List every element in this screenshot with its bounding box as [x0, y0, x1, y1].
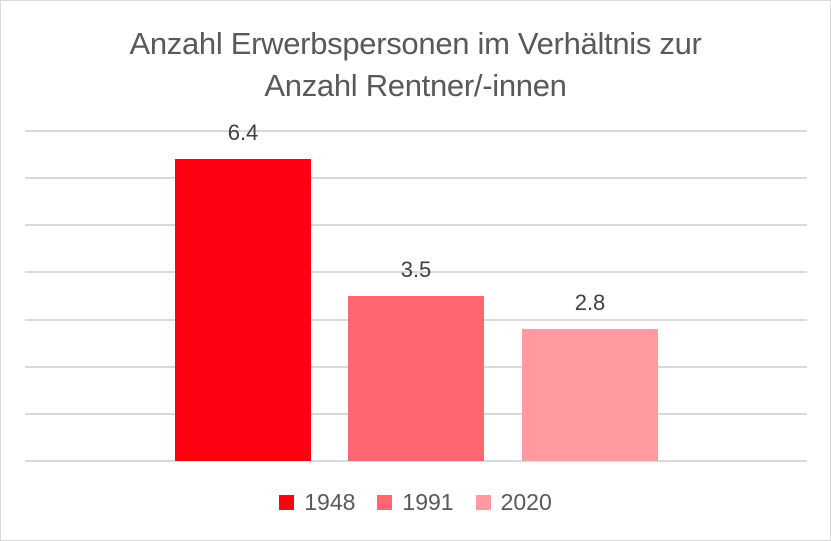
gridline [25, 130, 807, 132]
gridline [25, 271, 807, 274]
legend-label: 1991 [402, 489, 454, 515]
gridline [25, 224, 807, 227]
chart-title: Anzahl Erwerbspersonen im Verhältnis zur… [1, 23, 830, 107]
legend-label: 2020 [500, 489, 552, 515]
legend-item-1991[interactable]: 1991 [377, 489, 454, 516]
legend-swatch-icon [475, 495, 491, 510]
data-label-1991: 3.5 [400, 257, 432, 282]
data-label-2020: 2.8 [574, 290, 606, 315]
data-label-1948: 6.4 [227, 120, 259, 146]
legend-label: 1948 [304, 489, 356, 515]
legend-swatch-icon [279, 495, 295, 510]
legend-swatch-icon [377, 495, 393, 510]
chart-title-line-1: Anzahl Erwerbspersonen im Verhältnis zur [129, 26, 702, 61]
bar-2020[interactable] [522, 329, 658, 461]
gridline [25, 177, 807, 180]
legend: 1948 1991 2020 [1, 489, 830, 516]
chart-title-line-2: Anzahl Rentner/-innen [264, 68, 567, 103]
bar-1991[interactable] [348, 296, 484, 461]
gridline [25, 460, 807, 462]
legend-item-1948[interactable]: 1948 [279, 489, 355, 516]
legend-item-2020[interactable]: 2020 [475, 489, 552, 516]
bar-1948[interactable] [175, 159, 311, 461]
